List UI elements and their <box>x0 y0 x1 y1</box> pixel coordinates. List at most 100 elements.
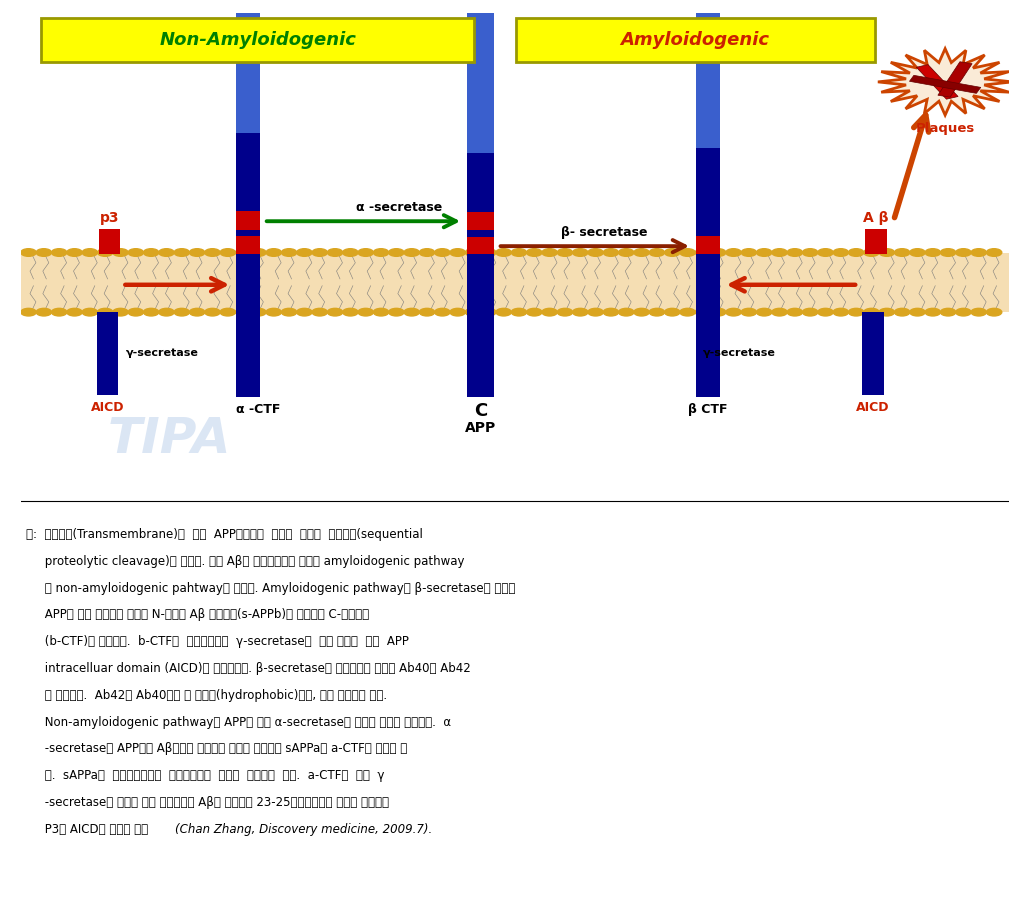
Circle shape <box>481 309 496 316</box>
Circle shape <box>358 248 374 257</box>
Circle shape <box>511 248 526 257</box>
Circle shape <box>619 248 633 257</box>
Circle shape <box>21 248 36 257</box>
Circle shape <box>925 309 940 316</box>
Text: γ-secretase: γ-secretase <box>126 348 199 358</box>
Circle shape <box>67 248 82 257</box>
Circle shape <box>481 248 496 257</box>
Bar <box>236 230 260 397</box>
Text: 와 non-amyloidogenic pahtway로 나눈다. Amyloidogenic pathway는 β-secretase에 의해서: 와 non-amyloidogenic pahtway로 나눈다. Amyloi… <box>26 581 515 595</box>
Circle shape <box>742 248 757 257</box>
Circle shape <box>940 309 956 316</box>
Bar <box>236 212 260 230</box>
Bar <box>865 229 887 255</box>
Bar <box>236 236 260 255</box>
Text: (Chan Zhang, Discovery medicine, 2009.7).: (Chan Zhang, Discovery medicine, 2009.7)… <box>175 823 433 836</box>
Text: α -CTF: α -CTF <box>236 403 280 416</box>
Circle shape <box>466 248 481 257</box>
Polygon shape <box>909 75 981 93</box>
Circle shape <box>312 248 328 257</box>
Circle shape <box>987 309 1002 316</box>
Circle shape <box>664 248 680 257</box>
Circle shape <box>236 248 250 257</box>
Text: A β: A β <box>863 211 889 225</box>
Text: Plaques: Plaques <box>916 122 974 135</box>
Circle shape <box>266 248 281 257</box>
Circle shape <box>266 309 281 316</box>
Circle shape <box>604 248 619 257</box>
Circle shape <box>220 309 236 316</box>
Circle shape <box>879 309 894 316</box>
Circle shape <box>971 248 987 257</box>
Circle shape <box>205 248 220 257</box>
Circle shape <box>404 248 419 257</box>
Circle shape <box>695 309 711 316</box>
Bar <box>97 311 118 395</box>
Circle shape <box>52 309 67 316</box>
Circle shape <box>328 248 343 257</box>
Text: β CTF: β CTF <box>688 403 727 416</box>
Circle shape <box>557 248 573 257</box>
Circle shape <box>619 309 633 316</box>
Circle shape <box>771 309 787 316</box>
Text: p3: p3 <box>100 211 119 225</box>
Circle shape <box>373 309 388 316</box>
Circle shape <box>604 309 619 316</box>
Bar <box>862 311 884 395</box>
Circle shape <box>711 248 726 257</box>
Circle shape <box>833 248 849 257</box>
Text: β- secretase: β- secretase <box>560 226 647 239</box>
Circle shape <box>112 248 128 257</box>
Circle shape <box>802 309 818 316</box>
Circle shape <box>633 309 649 316</box>
Circle shape <box>388 248 404 257</box>
Circle shape <box>250 309 266 316</box>
Circle shape <box>67 309 82 316</box>
Circle shape <box>849 248 864 257</box>
Circle shape <box>281 309 297 316</box>
Circle shape <box>159 309 174 316</box>
Text: APP가 먼저 잘리면서 가용성 N-말단의 Aβ 펩타이드(s-APPb)와 트랜스막 C-말단단편: APP가 먼저 잘리면서 가용성 N-말단의 Aβ 펩타이드(s-APPb)와 … <box>26 608 369 622</box>
Circle shape <box>633 248 649 257</box>
Circle shape <box>236 309 250 316</box>
Circle shape <box>435 309 450 316</box>
Circle shape <box>956 309 971 316</box>
Circle shape <box>787 309 802 316</box>
Circle shape <box>312 309 328 316</box>
Circle shape <box>328 309 343 316</box>
Circle shape <box>36 309 52 316</box>
Text: APP: APP <box>465 421 496 435</box>
Circle shape <box>495 309 511 316</box>
Circle shape <box>849 309 864 316</box>
Circle shape <box>726 309 742 316</box>
Circle shape <box>404 309 419 316</box>
Circle shape <box>526 248 542 257</box>
Circle shape <box>174 248 190 257</box>
Text: P3와 AICD를 만들게 된다: P3와 AICD를 만들게 된다 <box>26 823 147 836</box>
Circle shape <box>894 248 909 257</box>
Circle shape <box>742 309 757 316</box>
Polygon shape <box>938 62 972 97</box>
Circle shape <box>680 248 695 257</box>
Circle shape <box>466 309 481 316</box>
Text: TIPA: TIPA <box>107 414 231 463</box>
Circle shape <box>756 309 771 316</box>
Bar <box>696 0 720 148</box>
Circle shape <box>680 309 695 316</box>
Circle shape <box>220 248 236 257</box>
Circle shape <box>940 248 956 257</box>
Circle shape <box>894 309 909 316</box>
Circle shape <box>864 309 880 316</box>
Circle shape <box>771 248 787 257</box>
Circle shape <box>833 309 849 316</box>
Polygon shape <box>917 65 958 100</box>
Circle shape <box>143 309 159 316</box>
Bar <box>236 0 260 213</box>
Circle shape <box>343 309 358 316</box>
Text: Non-Amyloidogenic: Non-Amyloidogenic <box>160 30 356 48</box>
Circle shape <box>511 309 526 316</box>
Circle shape <box>21 309 36 316</box>
Circle shape <box>112 309 128 316</box>
Bar <box>467 237 493 255</box>
Circle shape <box>143 248 159 257</box>
